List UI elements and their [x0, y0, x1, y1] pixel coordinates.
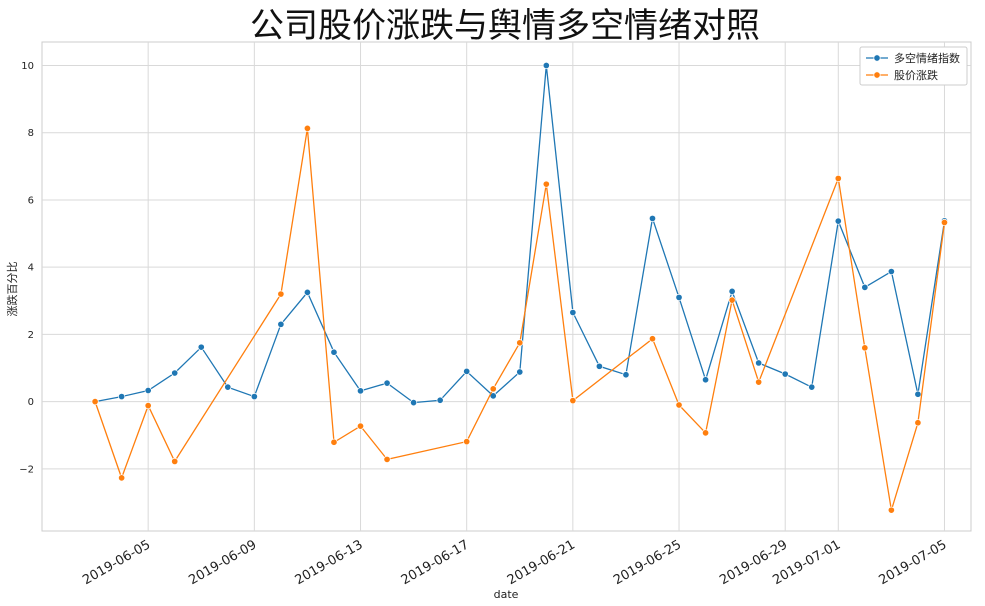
x-axis-ticks: 2019-06-05 2019-06-09 2019-06-13 2019-06-17…	[80, 537, 949, 588]
y-tick-label: 0	[28, 397, 34, 408]
data-point	[808, 383, 816, 391]
data-point	[940, 218, 949, 227]
grid	[42, 42, 971, 531]
data-point	[702, 429, 710, 437]
y-axis-label: 涨跌百分比	[5, 262, 19, 317]
data-point	[861, 283, 869, 291]
data-point	[914, 390, 922, 398]
x-tick-label: 2019-06-25	[611, 537, 684, 588]
y-tick-label: 4	[28, 263, 34, 274]
data-point	[197, 343, 205, 351]
y-tick-label: 2	[28, 330, 34, 341]
x-tick-label: 2019-07-05	[877, 537, 950, 588]
legend-marker	[873, 54, 881, 62]
data-point	[489, 385, 497, 393]
data-point	[144, 402, 152, 410]
data-point	[277, 320, 285, 328]
data-point	[542, 61, 550, 70]
data-point	[648, 335, 657, 343]
data-point	[463, 367, 471, 375]
data-point	[781, 370, 789, 378]
data-point	[118, 474, 126, 482]
y-tick-label: 6	[28, 195, 34, 206]
data-point	[675, 293, 683, 301]
data-point	[887, 506, 895, 514]
data-point	[834, 174, 842, 182]
data-point	[542, 180, 550, 188]
data-point	[887, 267, 895, 276]
x-tick-label: 2019-06-09	[186, 537, 259, 588]
y-tick-label: 10	[21, 61, 34, 72]
plot-area	[41, 41, 972, 532]
data-point	[171, 457, 179, 465]
data-point	[834, 217, 842, 225]
y-tick-label: 8	[28, 128, 34, 139]
series-layer	[91, 61, 949, 514]
data-point	[224, 383, 232, 391]
x-tick-label: 2019-06-21	[505, 537, 578, 588]
data-point	[569, 308, 577, 317]
data-point	[516, 368, 524, 376]
data-point	[356, 387, 365, 395]
x-tick-label: 2019-06-17	[399, 537, 472, 588]
data-point	[410, 399, 418, 407]
legend-label: 股价涨跌	[894, 68, 938, 82]
data-point	[516, 339, 524, 347]
data-point	[622, 371, 630, 379]
data-point	[118, 393, 126, 401]
data-point	[755, 378, 763, 386]
y-tick-label: −2	[19, 464, 34, 475]
data-point	[675, 401, 683, 409]
data-point	[702, 376, 710, 384]
data-point	[144, 386, 152, 395]
data-point	[914, 419, 922, 427]
data-point	[648, 214, 657, 222]
x-tick-label: 2019-06-13	[293, 537, 366, 588]
data-point	[755, 359, 763, 367]
data-point	[303, 124, 311, 132]
data-point	[728, 287, 736, 295]
data-point	[330, 438, 338, 446]
legend-label: 多空情绪指数	[894, 51, 960, 65]
x-tick-label: 2019-06-05	[80, 537, 153, 588]
y-axis-ticks: −2 0 2 4 6 8 10	[19, 61, 34, 475]
data-point	[436, 396, 444, 404]
legend-marker	[873, 71, 881, 79]
data-point	[383, 379, 391, 387]
data-point	[303, 288, 311, 296]
data-point	[728, 296, 736, 304]
x-axis-label: date	[494, 588, 519, 601]
series-line	[94, 128, 946, 511]
data-point	[91, 398, 99, 406]
data-point	[330, 348, 338, 356]
series-2	[91, 124, 949, 514]
data-point	[250, 393, 258, 401]
data-point	[569, 397, 577, 405]
data-point	[861, 344, 869, 352]
chart-title: 公司股价涨跌与舆情多空情绪对照	[250, 6, 760, 46]
data-point	[277, 290, 285, 298]
data-point	[383, 455, 391, 463]
data-point	[356, 422, 365, 430]
data-point	[463, 438, 471, 446]
data-point	[595, 362, 603, 370]
data-point	[171, 369, 179, 377]
